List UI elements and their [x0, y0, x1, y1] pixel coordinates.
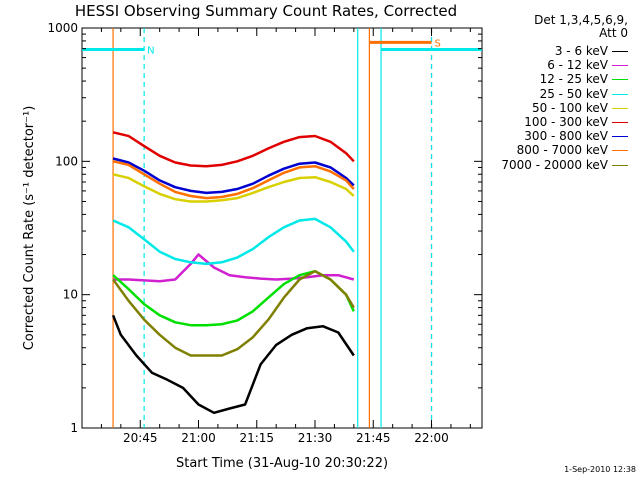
series-line — [112, 157, 355, 195]
attenuator-states: NS — [82, 38, 482, 56]
legend-entry-label: 12 - 25 keV — [539, 72, 608, 87]
legend-swatch — [612, 65, 628, 67]
legend-entry-label: 300 - 800 keV — [524, 129, 608, 144]
legend-title-line2: Att 0 — [599, 26, 628, 40]
x-tick-label: 21:00 — [181, 431, 216, 445]
series-line — [112, 131, 355, 168]
x-tick-label: 21:30 — [298, 431, 333, 445]
vertical-markers — [112, 28, 433, 428]
x-axis-label: Start Time (31-Aug-10 20:30:22) — [176, 456, 388, 471]
legend-entry-label: 3 - 6 keV — [554, 44, 608, 58]
x-tick-label: 22:00 — [414, 431, 449, 445]
legend-entry-label: 50 - 100 keV — [531, 100, 608, 115]
x-tick-label: 21:15 — [239, 431, 274, 445]
x-axis: 20:45 21:00 21:15 21:30 21:45 22:00 — [100, 28, 471, 445]
legend-entry-label: 6 - 12 keV — [547, 58, 608, 73]
legend-swatch — [612, 51, 628, 52]
legend-swatch — [612, 107, 628, 109]
y-axis: 1 10 100 1000 — [47, 21, 482, 435]
legend-title-line1: Det 1,3,4,5,6,9, — [534, 13, 628, 27]
legend-entry: 6 - 12 keV — [474, 58, 634, 72]
generation-timestamp: 1-Sep-2010 12:38 — [564, 465, 636, 474]
series-line — [112, 217, 355, 266]
series-line — [112, 269, 355, 327]
series-lines — [111, 131, 355, 415]
legend-entry: 100 - 300 keV — [474, 115, 634, 129]
legend-swatch — [612, 164, 628, 166]
y-tick-label: 1 — [70, 421, 78, 435]
attenuator-label: S — [435, 38, 441, 49]
legend-entry: 25 - 50 keV — [474, 87, 634, 101]
legend: Det 1,3,4,5,6,9, Att 0 3 - 6 keV 6 - 12 k… — [482, 14, 634, 224]
legend-entry: 12 - 25 keV — [474, 72, 634, 86]
legend-swatch — [612, 122, 628, 123]
legend-swatch — [612, 93, 628, 95]
series-line — [112, 269, 355, 357]
chart-title: HESSI Observing Summary Count Rates, Cor… — [75, 2, 457, 20]
legend-entry: 300 - 800 keV — [474, 129, 634, 143]
series-line — [112, 173, 355, 203]
legend-entry-label: 100 - 300 keV — [524, 115, 608, 129]
y-tick-label: 1000 — [47, 21, 78, 35]
y-tick-label: 100 — [55, 154, 78, 168]
x-tick-label: 20:45 — [123, 431, 158, 445]
plot-frame — [81, 27, 483, 429]
series-line — [111, 314, 355, 415]
x-tick-label: 21:45 — [356, 431, 391, 445]
legend-swatch — [612, 150, 628, 152]
y-axis-label: Corrected Count Rate (s⁻¹ detector⁻¹) — [22, 106, 37, 351]
legend-swatch — [612, 136, 628, 138]
legend-entry-label: 800 - 7000 keV — [516, 143, 608, 158]
legend-swatch — [612, 79, 628, 81]
y-tick-label: 10 — [63, 288, 78, 302]
legend-entry: 3 - 6 keV — [474, 44, 634, 58]
attenuator-label: N — [147, 45, 154, 56]
legend-entry: 800 - 7000 keV — [474, 143, 634, 157]
series-line — [112, 160, 355, 200]
series-line — [113, 253, 355, 283]
legend-entry: 7000 - 20000 keV — [474, 158, 634, 172]
legend-entry: 50 - 100 keV — [474, 101, 634, 115]
legend-entry-label: 25 - 50 keV — [539, 86, 608, 101]
legend-entry-label: 7000 - 20000 keV — [501, 157, 608, 172]
